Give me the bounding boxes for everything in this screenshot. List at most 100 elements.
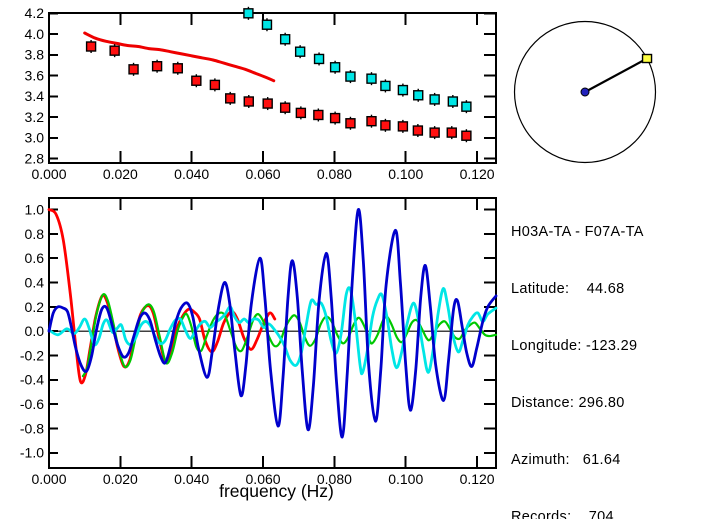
x-tick-label: 0.020 [103,166,138,182]
square-marker [209,79,221,91]
y-tick-label: 2.8 [25,150,45,166]
y-tick-label: -0.4 [20,372,44,388]
waveform-plot-x-axis: 0.000 0.020 0.040 0.060 0.080 0.100 0.120 [31,198,495,487]
square-marker [261,19,273,30]
y-tick-label: 0.8 [25,226,45,242]
azimuth-diagram [513,20,657,164]
square-marker [447,96,459,107]
blue-trace-path [47,208,498,439]
dispersion-plot-y-axis: 4.2 4.0 3.8 3.6 3.4 3.2 3.0 2.8 [25,5,496,166]
square-marker [429,127,440,138]
square-marker [313,53,325,65]
azimuth-row: Azimuth: 61.64 [511,452,621,468]
x-tick-label: 0.000 [31,166,66,182]
square-marker [397,121,409,132]
x-tick-label: 0.080 [317,166,352,182]
y-tick-label: -0.8 [20,420,44,436]
x-tick-label: 0.100 [388,471,423,487]
x-tick-label: 0.060 [246,166,281,182]
square-marker [380,80,391,92]
square-marker [366,73,377,84]
waveform-plot-frame [48,197,497,469]
x-tick-label: 0.000 [31,471,66,487]
y-tick-label: -1.0 [20,445,44,461]
waveform-plot: 0.000 0.020 0.040 0.060 0.080 0.100 0.1201.00.… [20,197,498,501]
azimuth-circle [513,20,657,164]
square-marker [225,93,236,104]
waveform-plot-green-trace [81,293,498,378]
longitude-row: Longitude: -123.29 [511,338,638,354]
records-row: Records: 704 [511,509,614,519]
square-marker [109,45,120,56]
target-station-marker [641,53,653,64]
dispersion-plot-cyan-square-dispersion [243,6,472,114]
y-tick-label: -0.2 [20,347,44,363]
x-tick-label: 0.020 [103,471,138,487]
waveform-plot-y-axis: 1.0 0.8 0.6 0.4 0.2 0.0 -0.2 -0.4 -0.6 -0.8 -1.0 [20,201,496,461]
source-station-dot [580,87,590,97]
x-tick-label: 0.080 [317,471,352,487]
dispersion-plot: 0.000 0.020 0.040 0.060 0.080 0.100 0.1204.24.… [25,5,497,182]
y-tick-label: 4.0 [25,26,45,42]
square-marker [380,120,391,131]
y-tick-label: 0.4 [25,274,45,290]
station-pair-title: H03A-TA - F07A-TA [511,224,644,240]
y-tick-label: 0.6 [25,250,45,266]
square-marker [446,127,457,138]
x-tick-label: 0.120 [460,166,495,182]
y-tick-label: 3.8 [25,47,45,63]
square-marker [413,90,424,101]
x-tick-label: 0.040 [174,471,209,487]
square-marker [279,34,291,45]
x-tick-label: 0.060 [246,471,281,487]
square-marker [243,96,254,107]
square-marker [461,130,472,141]
square-marker [191,75,202,86]
y-tick-label: 3.2 [25,109,45,125]
square-marker [151,61,163,72]
y-tick-label: 3.6 [25,67,45,83]
dispersion-plot-x-axis: 0.000 0.020 0.040 0.060 0.080 0.100 0.120 [31,13,495,182]
y-tick-label: -0.6 [20,396,44,412]
station-info-panel: H03A-TA - F07A-TA Latitude: 44.68 Longit… [511,185,697,519]
square-marker [294,46,306,57]
square-marker [461,101,472,112]
square-marker [329,62,341,73]
x-tick-label: 0.100 [388,166,423,182]
square-marker [172,63,183,74]
latitude-row: Latitude: 44.68 [511,281,625,297]
square-marker [412,125,424,136]
x-tick-label: 0.120 [460,471,495,487]
square-marker [397,84,409,96]
square-marker [345,118,356,129]
y-tick-label: 0.2 [25,299,45,315]
dispersion-plot-red-square-dispersion [85,40,472,143]
square-marker [85,41,97,52]
y-tick-label: 0.0 [25,323,45,339]
x-tick-label: 0.040 [174,166,209,182]
square-marker [313,109,324,121]
azimuth-line [584,57,648,93]
y-tick-label: 1.0 [25,201,45,217]
dispersion-plot-frame [48,12,497,164]
dispersion-plot-reference-curve [83,31,276,83]
green-trace-path [81,293,498,378]
square-marker [243,8,254,19]
square-marker [262,98,273,109]
waveform-plot-blue-trace [47,208,498,439]
square-marker [429,94,440,105]
y-tick-label: 3.0 [25,130,45,146]
y-tick-label: 3.4 [25,88,45,104]
square-marker [295,107,307,119]
square-marker [329,112,341,124]
square-marker [279,102,291,113]
distance-row: Distance: 296.80 [511,395,625,411]
square-marker [345,71,356,82]
square-marker [128,64,139,75]
x-axis-title: frequency (Hz) [219,481,334,501]
square-marker [366,115,377,127]
reference-curve-path [83,31,276,83]
y-tick-label: 4.2 [25,5,45,21]
